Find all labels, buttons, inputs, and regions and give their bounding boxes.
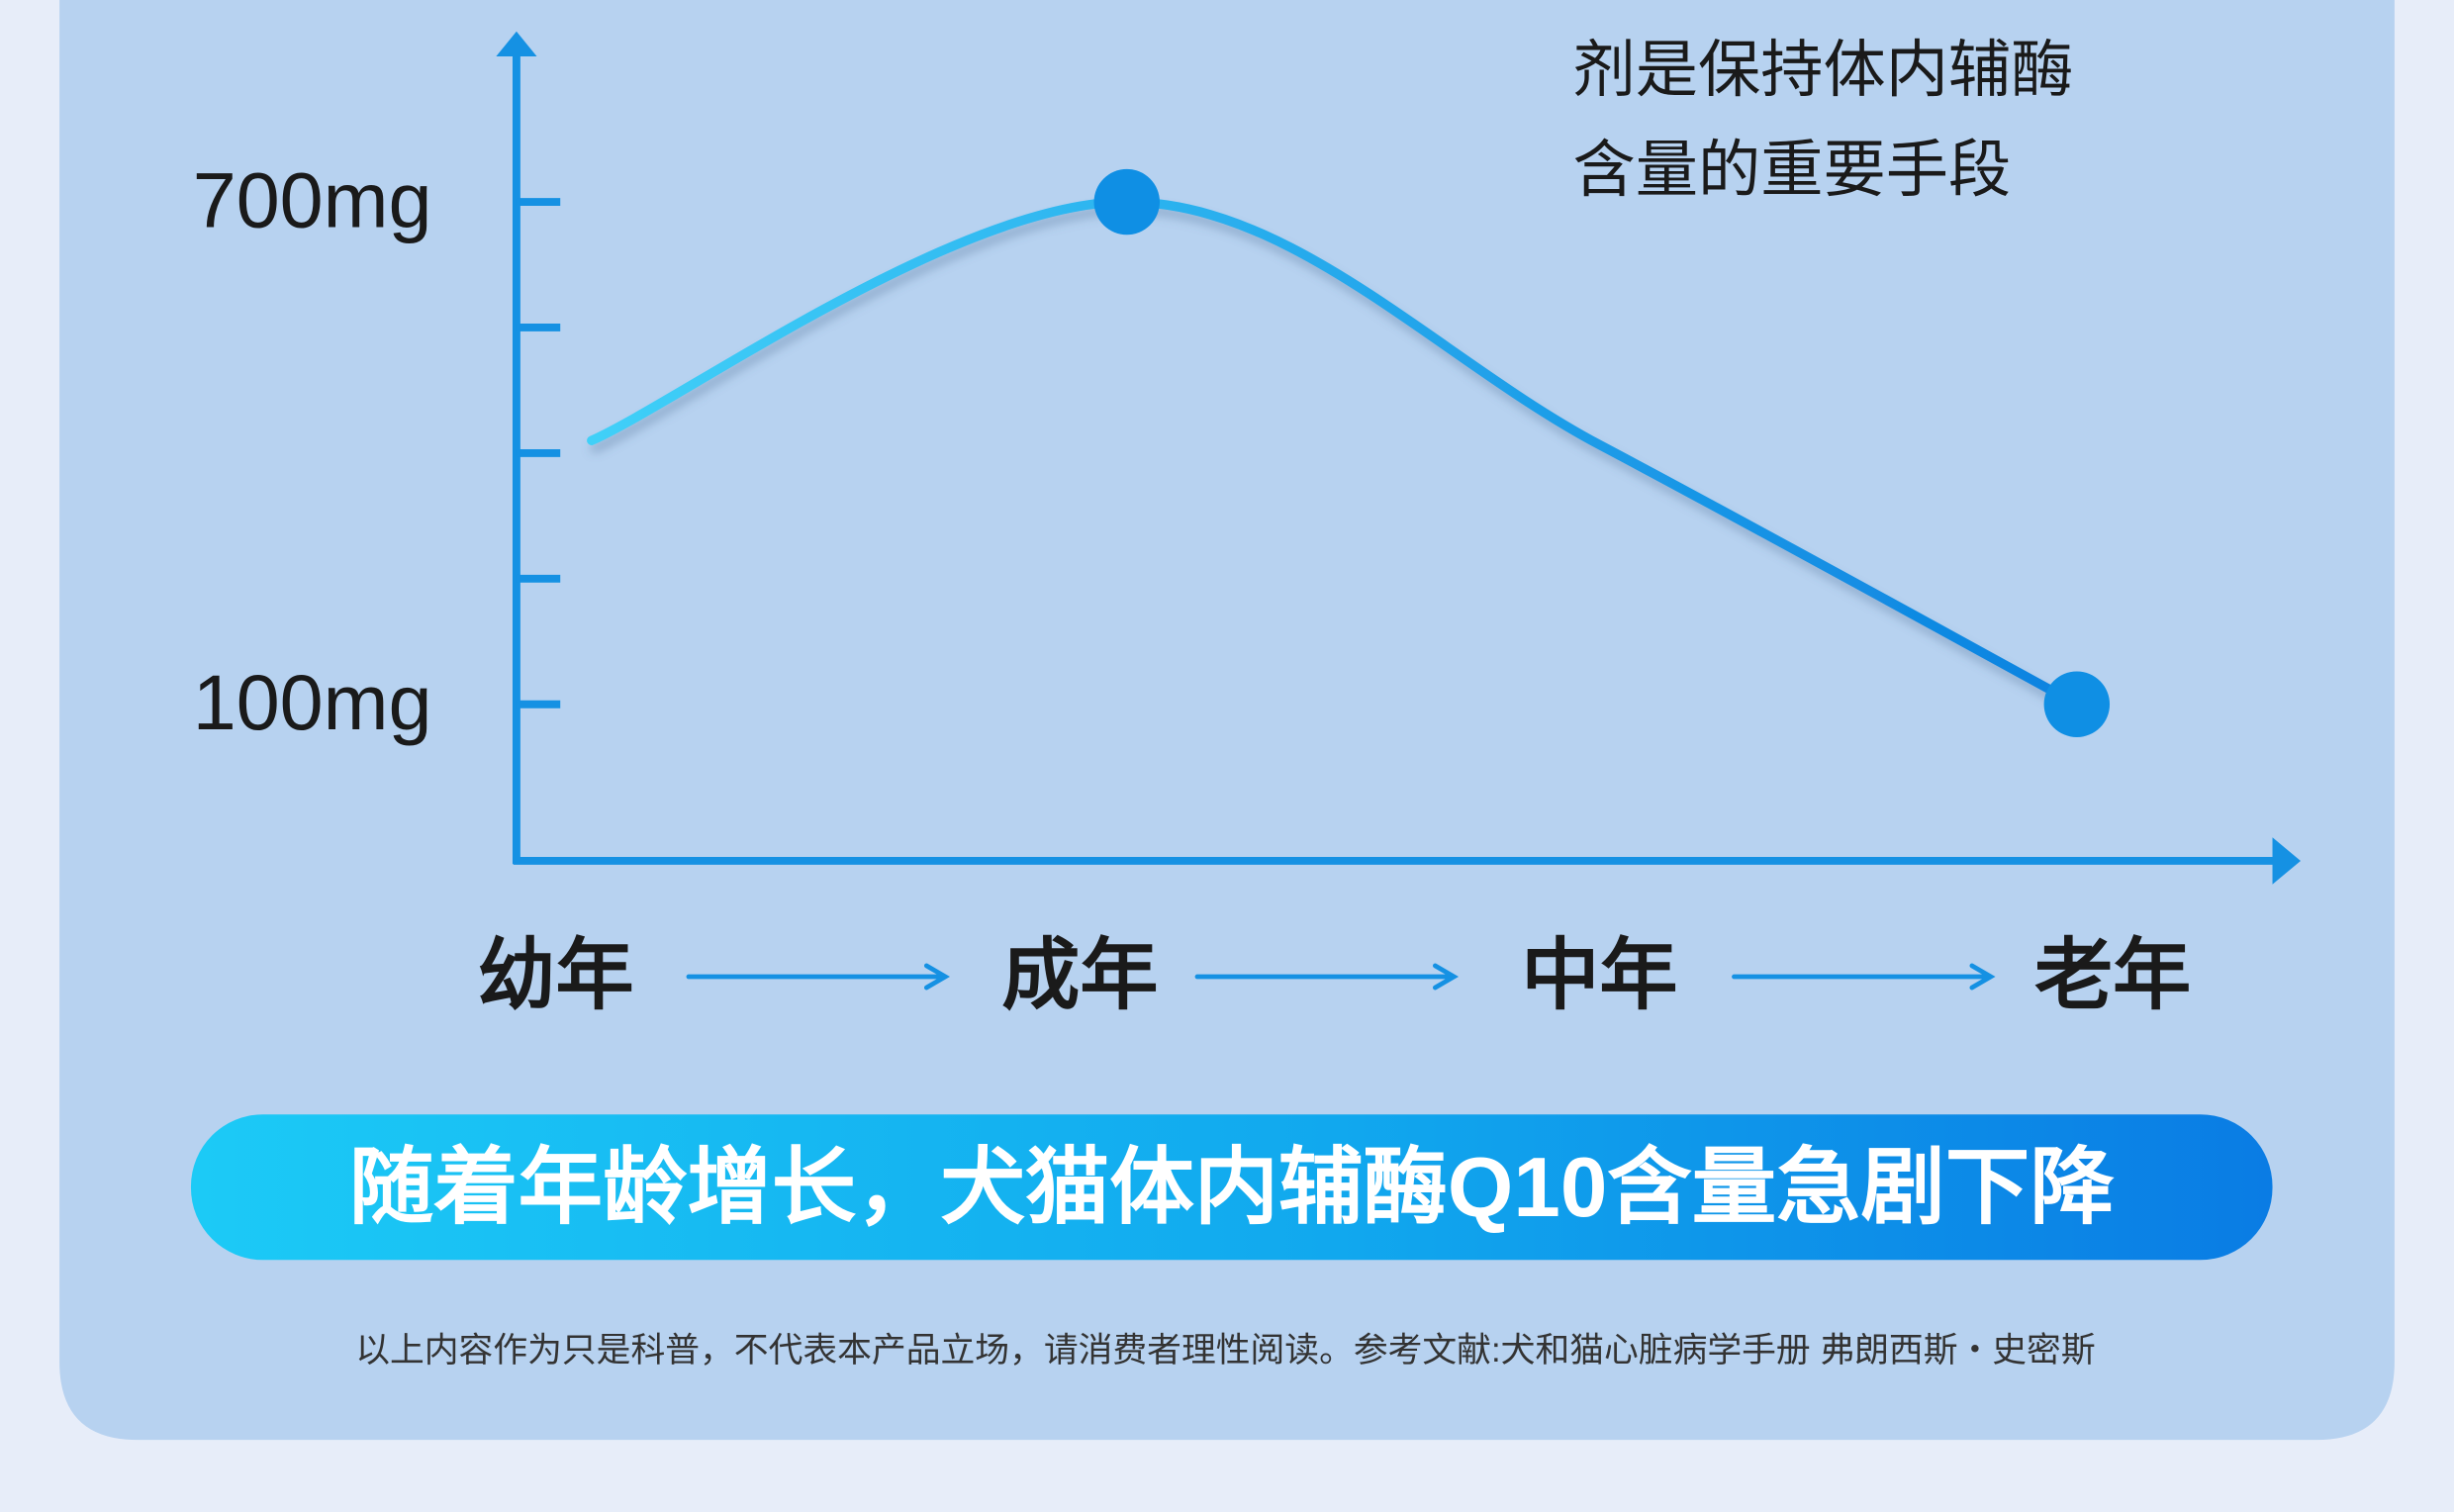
y-tick-label: 100mg [193,658,432,746]
flow-arrows [686,963,1996,991]
x-tick-label: 中年 [1521,930,1677,1018]
x-arrow [2272,837,2301,885]
caption-banner [190,1114,2273,1261]
caption: 随着年龄增长，犬猫体内辅酶Q10含量急剧下降 [349,1141,2115,1235]
x-tick-label: 老年 [2034,930,2191,1018]
data-point [1093,168,1160,236]
annotation: 剂是保持体内辅酶 含量的重要手段 [1573,36,2074,205]
data-line [587,197,2082,709]
flow-arrow [686,963,951,991]
data-point [2043,671,2111,737]
y-arrow [496,31,537,57]
axes [512,49,2278,865]
x-tick-label: 成年 [1001,930,1158,1018]
flow-arrow [1732,963,1996,991]
x-tick-label: 幼年 [477,930,633,1018]
y-tick-label: 700mg [193,155,432,243]
panel [59,0,2395,1441]
footnote: 以上内容作为只是科普，不代表本产品立场，请消费者理性阅读。参考文献:犬和猫心脏病… [355,1331,2095,1370]
flow-arrow [1194,963,1460,991]
annotation-line: 含量的重要手段 [1573,136,2012,205]
annotation-line: 剂是保持体内辅酶 [1573,36,2074,105]
